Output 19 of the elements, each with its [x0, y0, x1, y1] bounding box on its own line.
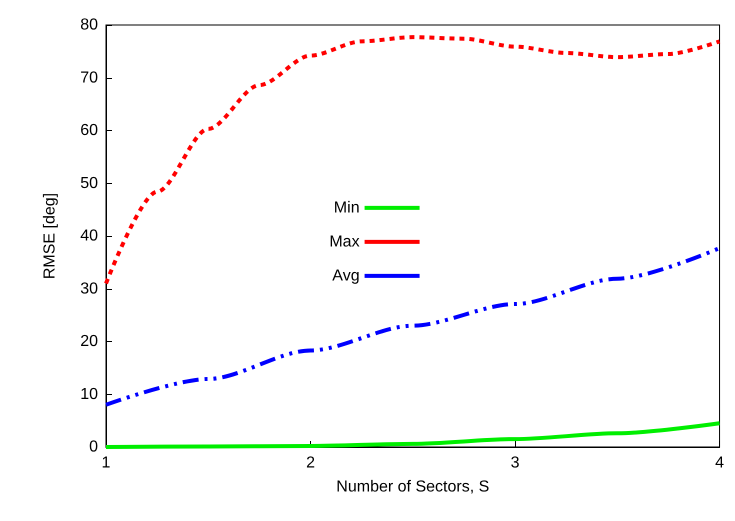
line-series [104, 35, 722, 286]
x-tick-label: 1 [102, 454, 111, 472]
x-tick-label: 3 [510, 454, 520, 472]
x-axis-title: Number of Sectors, S [336, 478, 490, 496]
x-tick-label: 4 [715, 454, 724, 472]
y-tick-label: 40 [80, 228, 98, 244]
legend-label: Avg [332, 267, 360, 284]
y-tick-label: 70 [80, 69, 98, 86]
legend-label: Max [329, 233, 360, 250]
y-tick-label: 0 [89, 438, 98, 456]
y-tick-label: 60 [80, 122, 98, 139]
legend-label: Min [334, 199, 360, 216]
y-tick-label: 50 [80, 174, 98, 192]
y-tick-label: 20 [80, 333, 98, 350]
y-tick-label: 10 [80, 386, 98, 403]
y-tick-label: 80 [80, 16, 98, 34]
y-axis-title: RMSE [deg] [42, 192, 58, 280]
y-tick-label: 30 [80, 280, 98, 298]
x-tick-label: 2 [306, 454, 316, 472]
